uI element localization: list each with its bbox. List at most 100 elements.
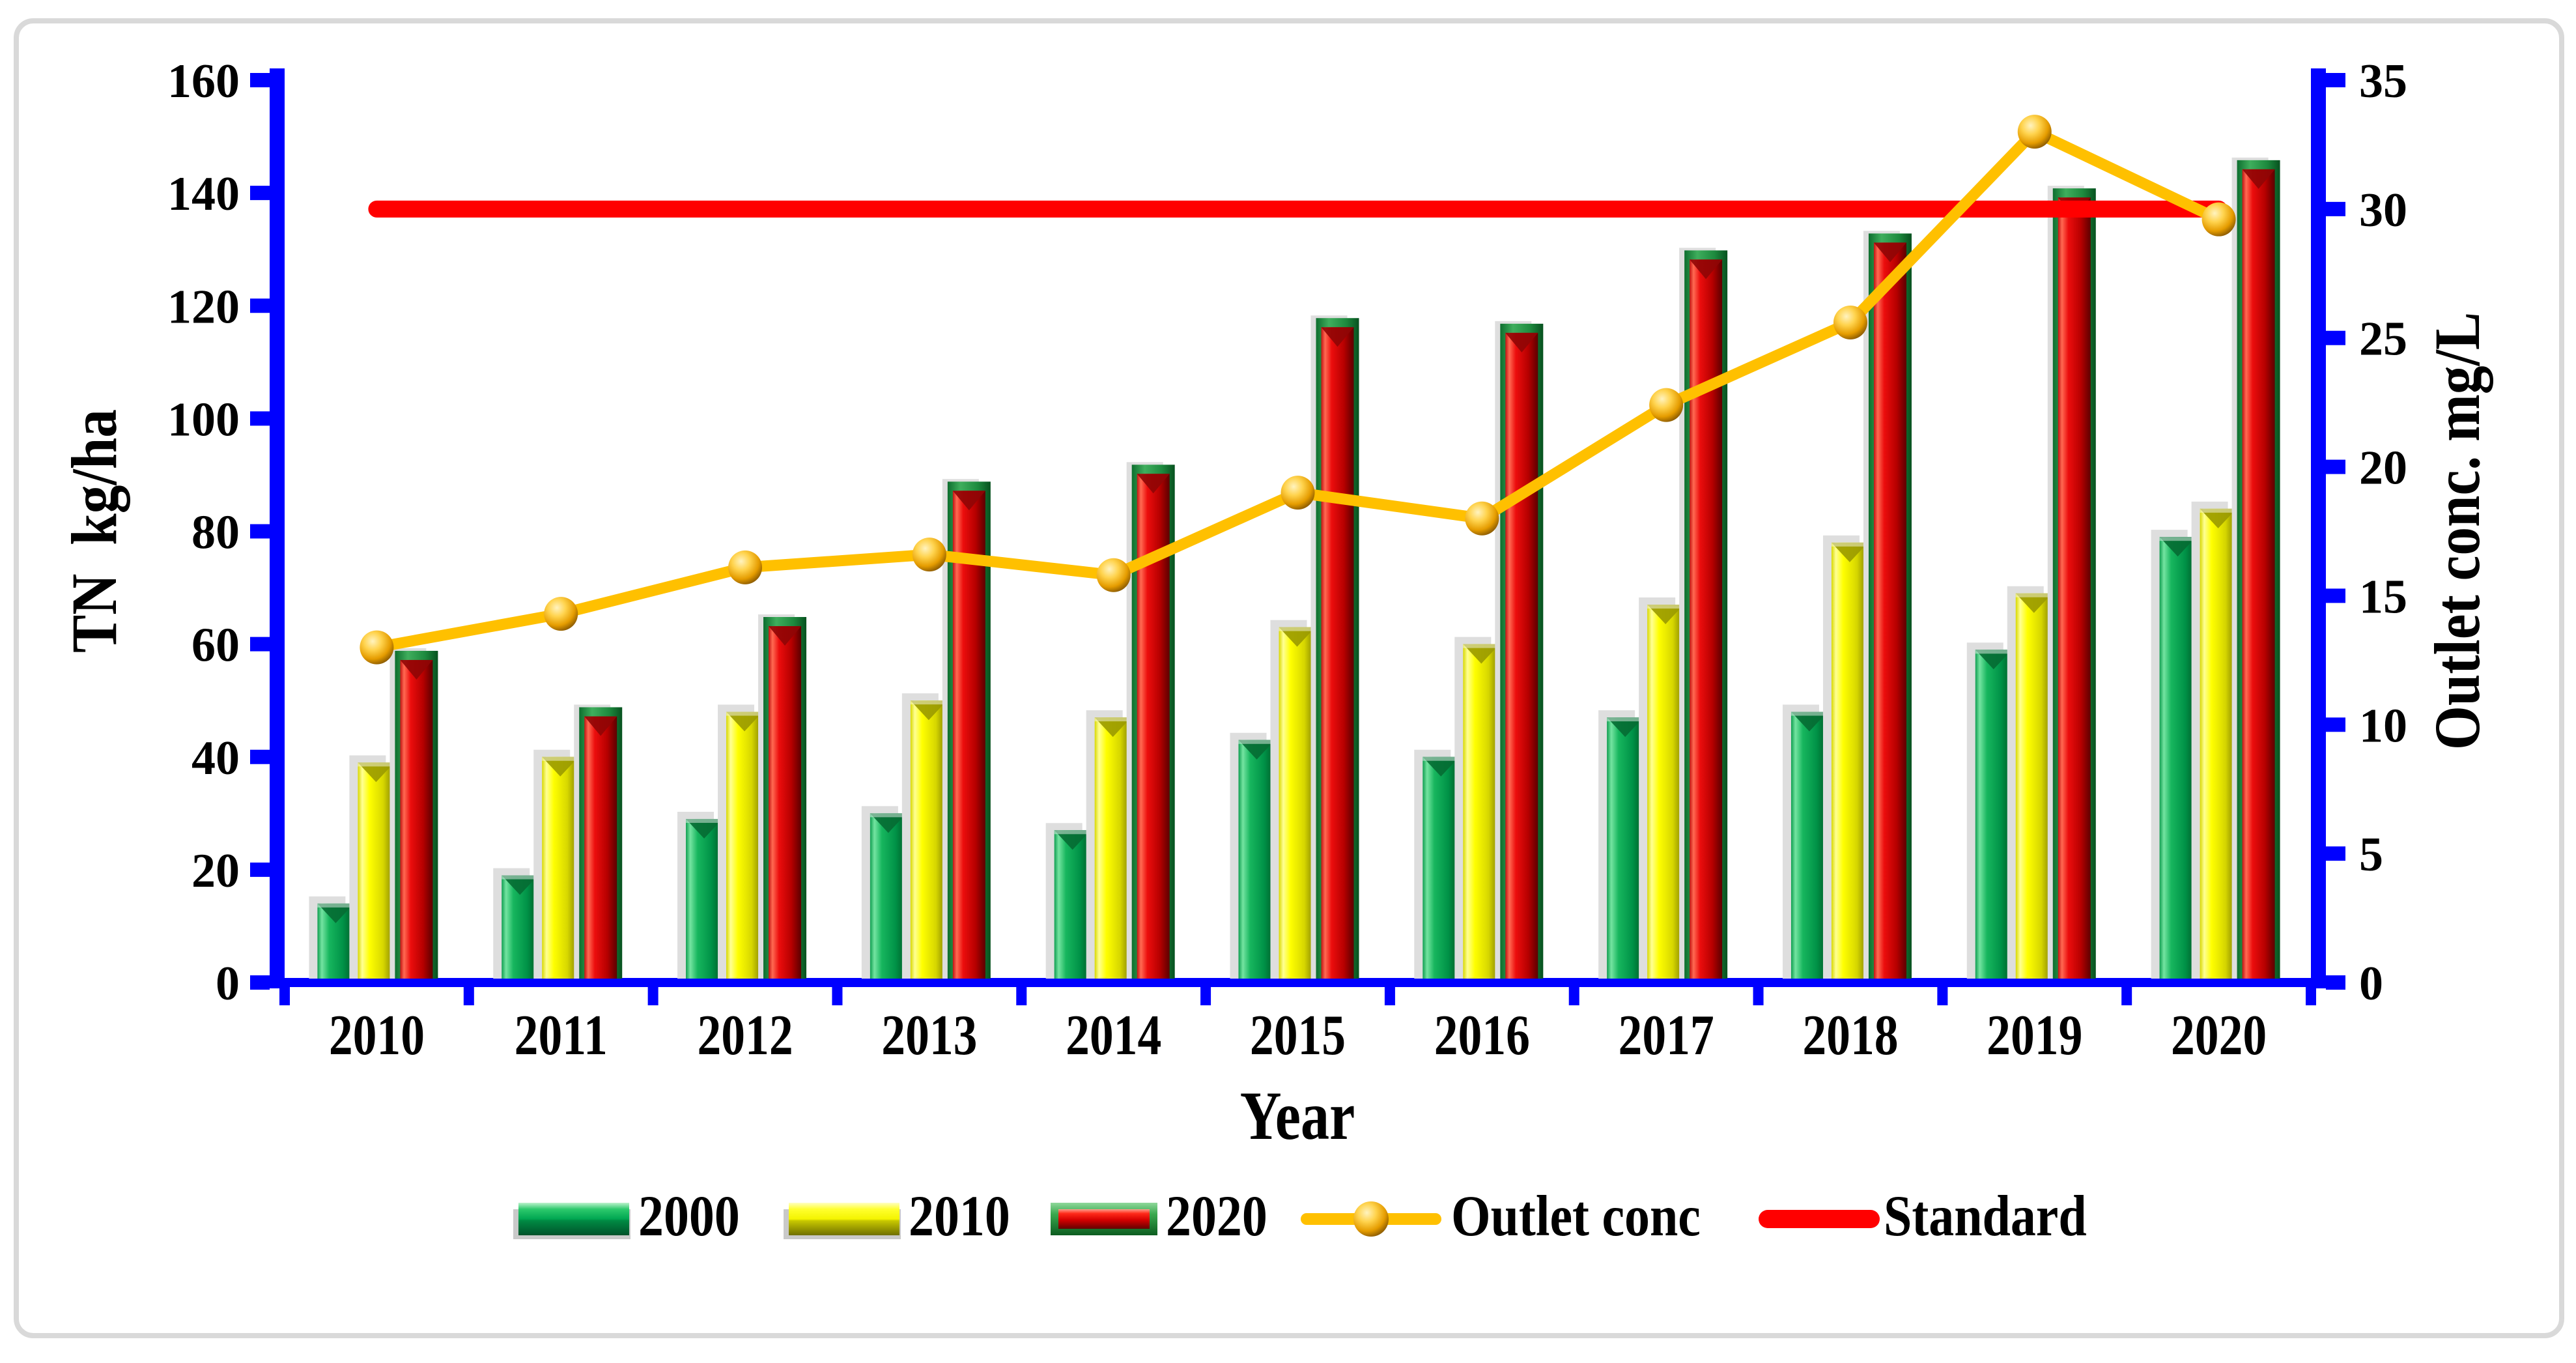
bar-top-bevel xyxy=(952,491,985,511)
x-axis-tick xyxy=(647,987,658,1005)
legend-label-2020: 2020 xyxy=(1166,1184,1267,1248)
legend-label-2000: 2000 xyxy=(638,1184,740,1248)
y-left-tick-label: 140 xyxy=(167,167,240,221)
plot-area: 0 20 40 60 80 100 120 140 160 0 5 10 15 20 25 30 35 2010 2… xyxy=(167,55,2407,1067)
bar-2011-2020 xyxy=(584,716,617,979)
x-axis-tick xyxy=(463,987,474,1005)
y-right-tick-label: 30 xyxy=(2359,184,2407,237)
y-axis-title-left: TN kg/ha xyxy=(59,409,130,653)
y-left-tick-label: 0 xyxy=(216,957,240,1011)
outlet-marker-sphere xyxy=(2017,115,2052,149)
bar-top-highlight xyxy=(1463,644,1500,648)
bar-top-bevel xyxy=(686,818,723,839)
bar-top-bevel xyxy=(1094,717,1131,738)
bar-top-bevel xyxy=(910,700,947,721)
bar-2020-2010 xyxy=(2200,508,2237,979)
y-right-tick-label: 10 xyxy=(2359,699,2407,753)
legend-item-standard: Standard xyxy=(1759,1184,2087,1248)
bar-top-bevel xyxy=(584,716,617,736)
bar-top-bevel xyxy=(2200,508,2237,528)
y-axis-right xyxy=(2311,68,2326,988)
bar-2018-2010 xyxy=(1831,542,1868,979)
y-right-tick xyxy=(2326,330,2345,345)
slide-border xyxy=(14,18,2564,1338)
bar-2017-2020 xyxy=(1690,259,1723,979)
bar-top-bevel xyxy=(1238,739,1275,760)
outlet-marker-sphere xyxy=(360,630,394,665)
y-right-tick-label: 25 xyxy=(2359,313,2407,366)
y-right-tick-label: 20 xyxy=(2359,442,2407,495)
x-axis-tick xyxy=(1384,987,1395,1005)
outlet-marker-sphere xyxy=(1096,558,1131,592)
y-left-tick-label: 160 xyxy=(167,55,240,108)
bar-top-bevel xyxy=(317,903,354,923)
bar-top-highlight xyxy=(1054,830,1091,835)
bar-top-bevel xyxy=(1505,332,1538,352)
bar-top-highlight xyxy=(2200,508,2237,513)
bar-top-bevel xyxy=(1607,717,1644,738)
bar-2017-2010 xyxy=(1647,605,1684,979)
bar-top-highlight xyxy=(542,756,579,761)
y-left-tick xyxy=(250,73,270,87)
y-left-tick-label: 20 xyxy=(191,844,240,898)
bar-top-bevel xyxy=(1831,542,1868,562)
x-tick-label: 2011 xyxy=(515,1003,608,1067)
legend-item-2010: 2010 xyxy=(784,1184,1010,1248)
outlet-marker-sphere xyxy=(2201,202,2236,237)
bar-top-highlight xyxy=(910,700,947,705)
bar-2015-2010 xyxy=(1279,627,1316,979)
bar-top-highlight xyxy=(358,762,395,767)
bar-top-bevel xyxy=(1790,711,1828,732)
y-right-tick xyxy=(2326,201,2345,216)
y-left-tick-label: 60 xyxy=(191,619,240,672)
bar-top-highlight xyxy=(870,813,907,818)
bar-top-highlight xyxy=(1422,756,1460,761)
x-axis-tick xyxy=(1568,987,1579,1005)
y-right-tick xyxy=(2326,459,2345,474)
x-axis-tick xyxy=(2121,987,2132,1005)
x-axis-tick xyxy=(1753,987,1764,1005)
y-left-tick xyxy=(250,975,270,990)
outlet-marker-sphere xyxy=(912,538,946,572)
bar-2011-2010 xyxy=(542,756,579,979)
x-tick-label: 2020 xyxy=(2171,1003,2267,1067)
outlet-marker-sphere xyxy=(1833,305,1867,339)
x-tick-label: 2012 xyxy=(697,1003,793,1067)
bar-2015-2020 xyxy=(1321,327,1354,979)
bar-top-highlight xyxy=(2015,593,2052,597)
bar-2016-2000 xyxy=(1422,756,1460,979)
outlet-marker-sphere xyxy=(1281,476,1315,510)
y-left-tick xyxy=(250,862,270,877)
bar-top-bevel xyxy=(2015,593,2052,613)
bar-top-bevel xyxy=(1975,650,2012,670)
bar-2014-2010 xyxy=(1094,717,1131,979)
bar-top-bevel xyxy=(726,711,763,732)
y-axis-title-right: Outlet conc. mg/L xyxy=(2422,312,2493,750)
y-left-tick-label: 120 xyxy=(167,280,240,334)
outlet-marker-sphere xyxy=(1649,388,1684,422)
outlet-marker-sphere xyxy=(728,550,763,584)
x-tick-label: 2017 xyxy=(1619,1003,1714,1067)
bar-2015-2000 xyxy=(1238,739,1275,979)
y-axis-left xyxy=(270,68,285,988)
bar-top-highlight xyxy=(726,711,763,716)
x-tick-label: 2015 xyxy=(1250,1003,1346,1067)
outlet-marker-sphere xyxy=(1465,501,1499,536)
y-left-tick xyxy=(250,749,270,764)
bar-top-bevel xyxy=(1321,327,1354,347)
bar-2012-2020 xyxy=(769,626,802,979)
y-right-tick xyxy=(2326,717,2345,732)
bar-top-highlight xyxy=(1790,711,1828,716)
bar-2013-2010 xyxy=(910,700,947,979)
y-left-tick-label: 40 xyxy=(191,732,240,785)
y-left-tick xyxy=(250,411,270,426)
outlet-marker-sphere xyxy=(544,597,578,631)
bar-top-bevel xyxy=(1873,242,1906,263)
bar-top-bevel xyxy=(1279,627,1316,647)
bar-2019-2000 xyxy=(1975,650,2012,979)
bar-top-bevel xyxy=(1054,830,1091,850)
legend-label-outlet-conc: Outlet conc xyxy=(1451,1184,1701,1248)
bar-2020-2020 xyxy=(2242,169,2275,979)
bar-2013-2000 xyxy=(870,813,907,979)
